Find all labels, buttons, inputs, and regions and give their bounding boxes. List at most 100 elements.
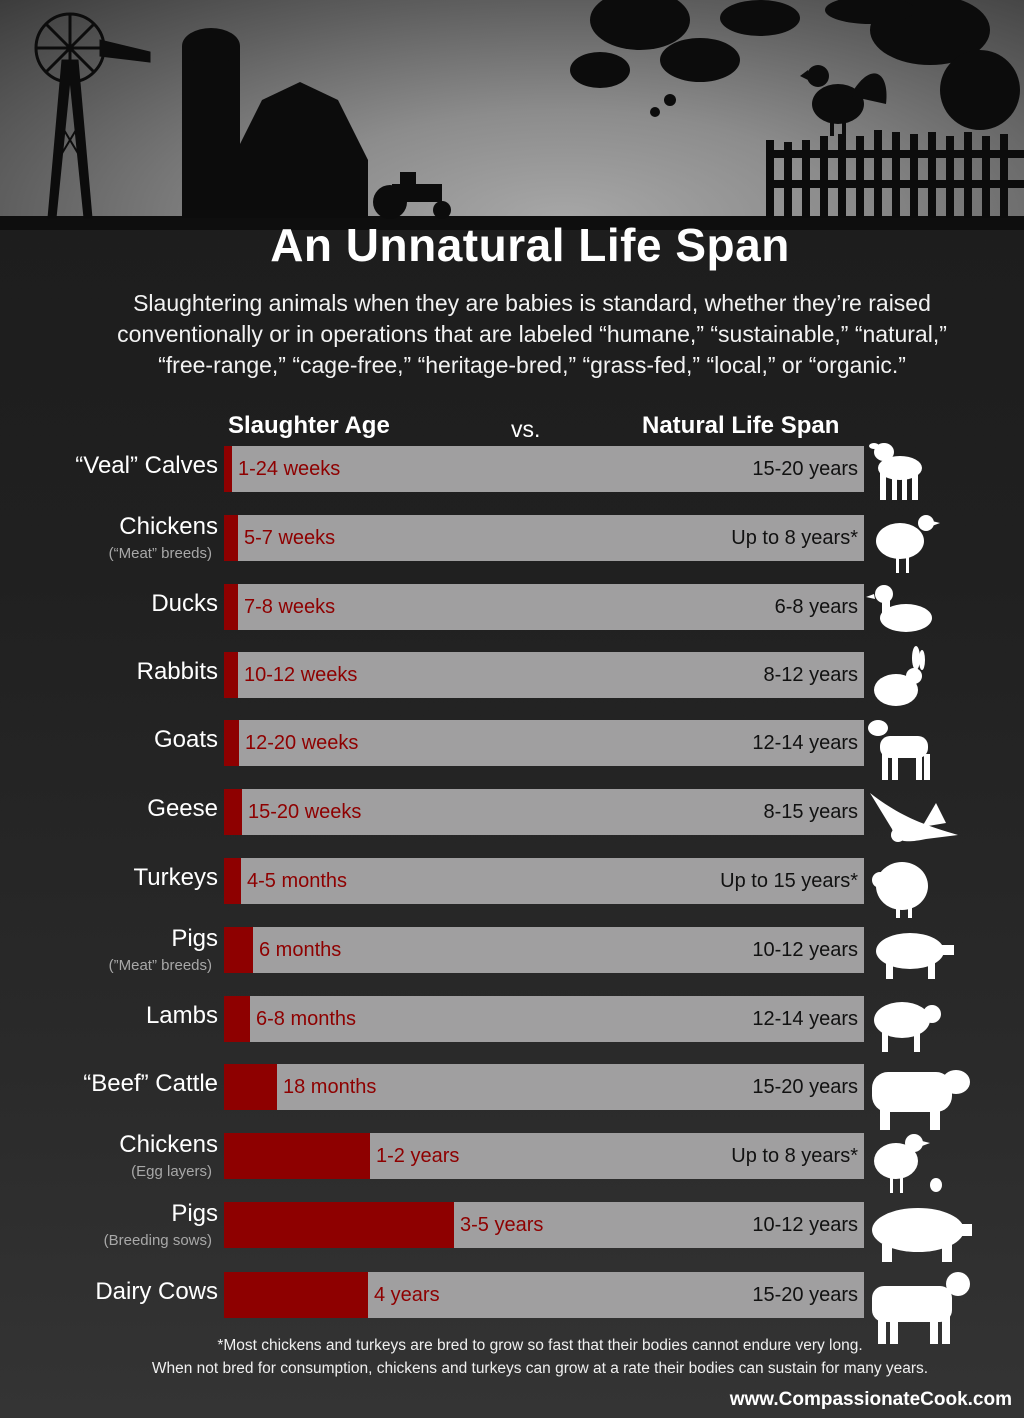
calf-icon: [869, 443, 922, 500]
slaughter-age-value: 1-24 weeks: [238, 458, 341, 480]
vs-label: vs.: [511, 416, 541, 442]
lifespan-bar: [224, 927, 864, 973]
slaughter-age-bar: [224, 720, 239, 766]
slaughter-age-value: 12-20 weeks: [245, 732, 359, 754]
slaughter-age-bar: [224, 515, 238, 561]
chart-row: Pigs (”Meat” breeds) 6 months 10-12 years: [0, 925, 1024, 979]
intro-line: “free-range,” “cage-free,” “heritage-bre…: [158, 352, 906, 378]
animal-sublabel: (“Meat” breeds): [108, 545, 212, 562]
natural-life-span-value: 15-20 years: [752, 1076, 858, 1098]
ground-strip: [0, 216, 1024, 230]
lifespan-bar: [224, 789, 864, 835]
chart-row: Chickens (“Meat” breeds) 5-7 weeks Up to 8 …: [0, 513, 1024, 573]
animal-label: Pigs: [171, 1200, 218, 1227]
slaughter-age-value: 15-20 weeks: [248, 801, 362, 823]
pig-icon: [876, 933, 954, 979]
website-link[interactable]: www.CompassionateCook.com: [729, 1389, 1012, 1410]
chart-row: Ducks 7-8 weeks 6-8 years: [0, 584, 1024, 632]
lifespan-bar: [224, 1064, 864, 1110]
goat-icon: [868, 720, 930, 780]
animal-label: “Veal” Calves: [75, 452, 218, 479]
animal-label: Lambs: [145, 1002, 218, 1029]
lifespan-bar: [224, 996, 864, 1042]
chart-row: Geese 15-20 weeks 8-15 years: [0, 789, 1024, 842]
slaughter-age-bar: [224, 1133, 370, 1179]
slaughter-age-value: 3-5 years: [460, 1214, 544, 1236]
natural-life-span-value: 6-8 years: [774, 596, 858, 618]
lifespan-bar: [224, 720, 864, 766]
lifespan-bar: [224, 515, 864, 561]
animal-label: Turkeys: [133, 864, 218, 891]
tractor-icon: [373, 172, 451, 219]
chart-row: Lambs 6-8 months 12-14 years: [0, 996, 1024, 1052]
slaughter-age-value: 4-5 months: [247, 870, 348, 892]
natural-life-span-value: Up to 15 years*: [720, 870, 858, 892]
footnote: *Most chickens and turkeys are bred to g…: [0, 1334, 1024, 1380]
slaughter-age-bar: [224, 1064, 277, 1110]
goose-icon: [870, 793, 958, 842]
animal-sublabel: (”Meat” breeds): [108, 957, 212, 974]
slaughter-age-value: 4 years: [374, 1284, 440, 1306]
chart-row: “Veal” Calves 1-24 weeks 15-20 years: [0, 443, 1024, 500]
animal-label: Chickens: [119, 1131, 218, 1158]
animal-label: Pigs: [171, 925, 218, 952]
slaughter-age-bar: [224, 927, 253, 973]
lifespan-bar: [224, 858, 864, 904]
footnote-line: *Most chickens and turkeys are bred to g…: [217, 1337, 863, 1354]
hen-icon: [874, 1134, 942, 1193]
animal-label: “Beef” Cattle: [83, 1070, 218, 1097]
slaughter-age-value: 18 months: [283, 1076, 377, 1098]
animal-label: Dairy Cows: [95, 1278, 218, 1305]
slaughter-age-header: Slaughter Age: [228, 412, 390, 439]
animal-label: Rabbits: [136, 658, 218, 685]
chart-row: Goats 12-20 weeks 12-14 years: [0, 720, 1024, 780]
natural-life-span-value: 8-12 years: [763, 664, 859, 686]
lifespan-bar: [224, 446, 864, 492]
tree-branches-icon: [570, 0, 1020, 130]
slaughter-age-bar: [224, 1202, 454, 1248]
slaughter-age-bar: [224, 996, 250, 1042]
slaughter-age-bar: [224, 446, 232, 492]
animal-sublabel: (Egg layers): [131, 1163, 212, 1180]
slaughter-age-value: 1-2 years: [376, 1145, 460, 1167]
intro-line: conventionally or in operations that are…: [117, 321, 947, 347]
rabbit-icon: [874, 646, 925, 706]
fence-icon: [766, 130, 1024, 218]
sow-icon: [872, 1208, 972, 1262]
chart-row: Turkeys 4-5 months Up to 15 years*: [0, 858, 1024, 918]
slaughter-age-bar: [224, 1272, 368, 1318]
lifespan-bar: [224, 584, 864, 630]
chart-row: Pigs (Breeding sows) 3-5 years 10-12 years: [0, 1200, 1024, 1262]
lamb-icon: [874, 1002, 941, 1052]
natural-life-span-value: 8-15 years: [763, 801, 859, 823]
natural-life-span-value: 12-14 years: [752, 1008, 858, 1030]
slaughter-age-value: 7-8 weeks: [244, 596, 336, 618]
bull-icon: [872, 1070, 970, 1130]
silo-icon: [182, 28, 240, 218]
natural-life-span-value: 12-14 years: [752, 732, 858, 754]
farm-scenery: [0, 0, 1024, 230]
natural-life-span-value: Up to 8 years*: [731, 527, 858, 549]
slaughter-age-value: 6 months: [259, 939, 342, 961]
natural-life-span-value: 10-12 years: [752, 1214, 858, 1236]
chart-row: Rabbits 10-12 weeks 8-12 years: [0, 646, 1024, 706]
animal-label: Chickens: [119, 513, 218, 540]
animal-label: Ducks: [151, 590, 218, 617]
footnote-line: When not bred for consumption, chickens …: [151, 1360, 929, 1377]
animal-label: Geese: [147, 795, 218, 822]
intro-text: Slaughtering animals when they are babie…: [20, 288, 1024, 381]
slaughter-age-value: 10-12 weeks: [244, 664, 358, 686]
slaughter-age-bar: [224, 858, 241, 904]
natural-life-span-value: 15-20 years: [752, 1284, 858, 1306]
natural-life-span-value: 15-20 years: [752, 458, 858, 480]
turkey-icon: [872, 862, 928, 918]
chart-row: “Beef” Cattle 18 months 15-20 years: [0, 1064, 1024, 1130]
slaughter-age-bar: [224, 652, 238, 698]
natural-life-span-header: Natural Life Span: [642, 412, 840, 439]
duck-icon: [866, 585, 932, 632]
rooster-icon: [800, 65, 887, 136]
natural-life-span-value: Up to 8 years*: [731, 1145, 858, 1167]
windmill-icon: [34, 12, 151, 219]
animal-label: Goats: [153, 726, 218, 753]
animal-sublabel: (Breeding sows): [103, 1232, 212, 1249]
